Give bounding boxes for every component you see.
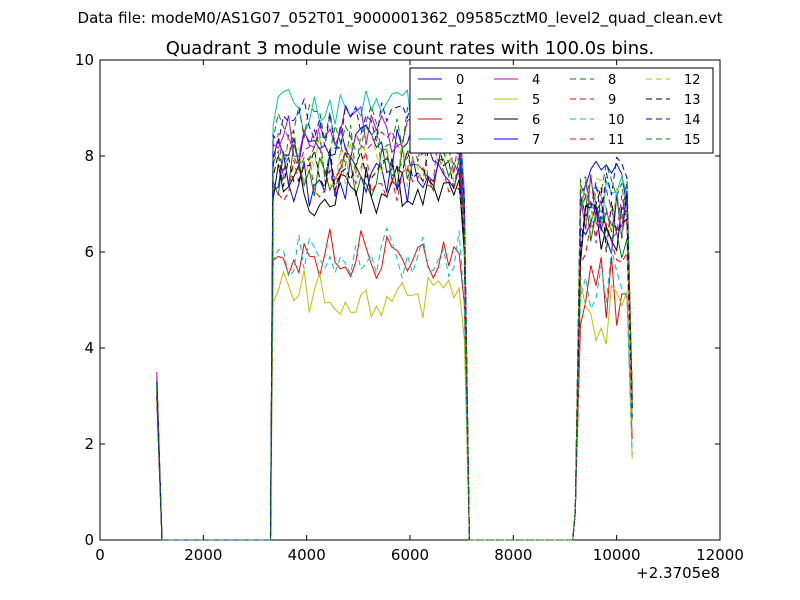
series-line-6 [156, 163, 633, 541]
legend-label-7: 7 [532, 133, 540, 148]
y-tick-label: 10 [75, 51, 94, 69]
x-tick-label: 10000 [593, 546, 641, 564]
series-line-3 [156, 88, 633, 541]
legend-label-1: 1 [456, 93, 464, 108]
y-tick-label: 4 [84, 339, 94, 357]
y-tick-label: 2 [84, 435, 94, 453]
legend-label-5: 5 [532, 93, 540, 108]
legend-label-6: 6 [532, 113, 540, 128]
series-line-12 [156, 134, 633, 541]
chart-title: Quadrant 3 module wise count rates with … [166, 38, 655, 59]
x-tick-label: 0 [95, 546, 105, 564]
legend-label-12: 12 [684, 73, 701, 88]
series-line-5 [156, 269, 633, 541]
x-offset-label: +2.3705e8 [636, 564, 720, 582]
legend-label-13: 13 [684, 93, 701, 108]
legend-label-4: 4 [532, 73, 540, 88]
legend-box [409, 67, 714, 154]
series-line-15 [156, 125, 633, 541]
series-line-0 [156, 124, 633, 541]
series-line-9 [156, 151, 633, 541]
y-tick-label: 0 [84, 531, 94, 549]
series-line-8 [156, 103, 633, 541]
legend-label-3: 3 [456, 133, 464, 148]
series-layer [156, 88, 633, 541]
suptitle: Data file: modeM0/AS1G07_052T01_90000013… [78, 9, 723, 28]
series-line-1 [156, 144, 633, 541]
y-tick-label: 8 [84, 147, 94, 165]
legend-label-14: 14 [684, 113, 701, 128]
x-tick-label: 12000 [696, 546, 744, 564]
series-line-14 [156, 96, 633, 541]
x-tick-label: 2000 [184, 546, 222, 564]
series-line-7 [156, 154, 633, 541]
legend-label-9: 9 [608, 93, 616, 108]
series-line-13 [156, 142, 633, 541]
x-tick-label: 4000 [288, 546, 326, 564]
x-tick-label: 8000 [494, 546, 532, 564]
x-tick-label: 6000 [391, 546, 429, 564]
series-line-10 [156, 226, 633, 541]
y-tick-label: 6 [84, 243, 94, 261]
series-line-2 [156, 228, 633, 541]
legend-label-15: 15 [684, 133, 701, 148]
legend-label-11: 11 [608, 133, 625, 148]
legend-label-10: 10 [608, 113, 625, 128]
legend-label-8: 8 [608, 73, 616, 88]
legend-label-0: 0 [456, 73, 464, 88]
legend-label-2: 2 [456, 113, 464, 128]
